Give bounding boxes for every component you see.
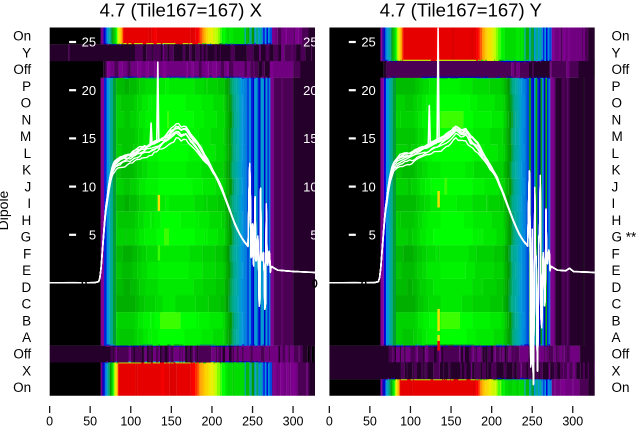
svg-text:K: K xyxy=(612,163,621,178)
svg-text:Off: Off xyxy=(13,62,31,77)
svg-text:G: G xyxy=(21,230,32,245)
svg-text:5: 5 xyxy=(89,228,96,243)
svg-text:H: H xyxy=(21,213,31,228)
svg-text:100: 100 xyxy=(400,415,421,429)
svg-text:B: B xyxy=(22,313,31,328)
svg-text:O: O xyxy=(21,96,32,111)
svg-text:D: D xyxy=(612,280,622,295)
svg-text:25: 25 xyxy=(82,35,96,50)
svg-text:X: X xyxy=(612,364,621,379)
svg-text:E: E xyxy=(22,263,31,278)
svg-text:N: N xyxy=(612,112,622,127)
svg-text:4.7 (Tile167=167) X: 4.7 (Tile167=167) X xyxy=(100,0,262,21)
svg-text:J: J xyxy=(24,179,31,194)
svg-text:5: 5 xyxy=(310,228,317,243)
svg-text:B: B xyxy=(612,313,621,328)
svg-text:E: E xyxy=(612,263,621,278)
svg-text:F: F xyxy=(23,246,31,261)
svg-text:250: 250 xyxy=(242,415,263,429)
svg-text:20: 20 xyxy=(303,83,317,98)
svg-text:M: M xyxy=(612,129,623,144)
svg-text:25: 25 xyxy=(361,35,375,50)
svg-text:On: On xyxy=(13,380,31,395)
svg-text:J: J xyxy=(612,179,619,194)
svg-text:10: 10 xyxy=(303,179,317,194)
svg-text:150: 150 xyxy=(161,415,182,429)
svg-text:N: N xyxy=(21,112,31,127)
svg-text:Y: Y xyxy=(22,45,31,60)
svg-text:15: 15 xyxy=(82,131,96,146)
svg-text:On: On xyxy=(612,29,630,44)
svg-text:M: M xyxy=(20,129,31,144)
svg-text:L: L xyxy=(612,146,620,161)
svg-text:Off: Off xyxy=(612,62,630,77)
svg-text:F: F xyxy=(612,246,620,261)
svg-text:250: 250 xyxy=(522,415,543,429)
svg-text:5: 5 xyxy=(369,228,376,243)
svg-text:50: 50 xyxy=(363,415,377,429)
svg-text:D: D xyxy=(21,280,31,295)
svg-text:On: On xyxy=(612,380,630,395)
svg-text:A: A xyxy=(612,330,621,345)
svg-text:20: 20 xyxy=(82,83,96,98)
svg-text:50: 50 xyxy=(83,415,97,429)
svg-text:Off: Off xyxy=(13,347,31,362)
svg-text:0: 0 xyxy=(326,415,333,429)
svg-text:I: I xyxy=(612,196,616,211)
svg-text:300: 300 xyxy=(562,415,583,429)
svg-text:4.7 (Tile167=167) Y: 4.7 (Tile167=167) Y xyxy=(380,0,542,21)
svg-text:200: 200 xyxy=(201,415,222,429)
svg-text:C: C xyxy=(21,297,31,312)
svg-text:15: 15 xyxy=(361,131,375,146)
svg-text:0: 0 xyxy=(46,415,53,429)
svg-text:G **: G ** xyxy=(612,230,638,245)
svg-text:X: X xyxy=(22,364,31,379)
svg-text:200: 200 xyxy=(481,415,502,429)
svg-text:K: K xyxy=(22,163,31,178)
svg-text:10: 10 xyxy=(82,179,96,194)
svg-text:15: 15 xyxy=(303,131,317,146)
svg-text:O: O xyxy=(612,96,623,111)
svg-text:A: A xyxy=(22,330,31,345)
svg-text:Y: Y xyxy=(612,45,621,60)
svg-text:Off: Off xyxy=(612,347,630,362)
svg-text:P: P xyxy=(612,79,621,94)
svg-text:150: 150 xyxy=(441,415,462,429)
svg-text:On: On xyxy=(13,29,31,44)
svg-text:L: L xyxy=(24,146,32,161)
svg-text:20: 20 xyxy=(361,83,375,98)
svg-text:P: P xyxy=(22,79,31,94)
svg-text:300: 300 xyxy=(283,415,304,429)
svg-text:Dipole: Dipole xyxy=(0,190,11,230)
svg-text:25: 25 xyxy=(303,35,317,50)
svg-text:10: 10 xyxy=(361,179,375,194)
svg-text:H: H xyxy=(612,213,622,228)
svg-text:I: I xyxy=(27,196,31,211)
svg-text:C: C xyxy=(612,297,622,312)
svg-text:100: 100 xyxy=(120,415,141,429)
